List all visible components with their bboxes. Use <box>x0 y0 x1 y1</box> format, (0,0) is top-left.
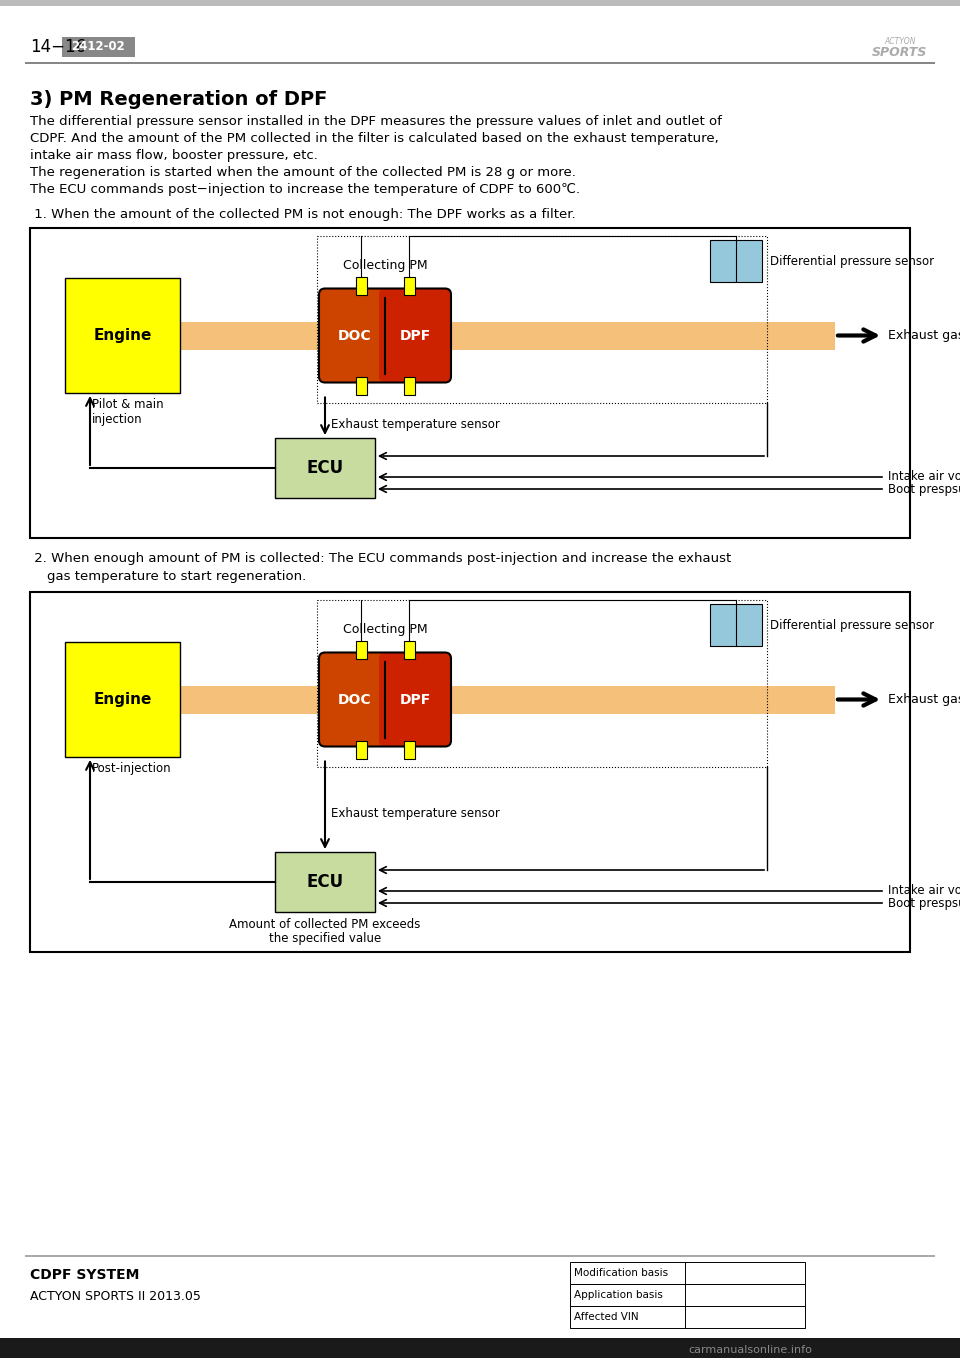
Text: 14−16: 14−16 <box>30 38 86 56</box>
Bar <box>570 1285 805 1306</box>
Text: DOC: DOC <box>338 693 372 706</box>
FancyBboxPatch shape <box>319 288 391 383</box>
Text: Collecting PM: Collecting PM <box>343 623 427 637</box>
Text: Exhaust temperature sensor: Exhaust temperature sensor <box>331 807 500 820</box>
Bar <box>25 62 935 64</box>
Bar <box>180 322 325 349</box>
Text: ECU: ECU <box>306 873 344 891</box>
FancyBboxPatch shape <box>379 652 451 747</box>
Text: DOC: DOC <box>338 329 372 342</box>
Text: Collecting PM: Collecting PM <box>343 259 427 273</box>
Text: CDPF. And the amount of the PM collected in the filter is calculated based on th: CDPF. And the amount of the PM collected… <box>30 132 719 145</box>
Text: Pilot & main
injection: Pilot & main injection <box>92 398 163 426</box>
Bar <box>710 604 762 646</box>
Bar <box>445 686 835 713</box>
Text: Intake air volume: Intake air volume <box>888 884 960 898</box>
Bar <box>570 1262 805 1285</box>
Text: carmanualsonline.info: carmanualsonline.info <box>688 1344 812 1355</box>
Text: ACTYON: ACTYON <box>884 38 916 46</box>
Text: ECU: ECU <box>306 459 344 477</box>
Text: Application basis: Application basis <box>574 1290 662 1300</box>
Text: CDPF SYSTEM: CDPF SYSTEM <box>30 1268 139 1282</box>
Text: Exhaust temperature sensor: Exhaust temperature sensor <box>331 418 500 430</box>
Text: Exhaust gas: Exhaust gas <box>888 693 960 706</box>
Bar <box>65 278 180 392</box>
Text: ACTYON SPORTS II 2013.05: ACTYON SPORTS II 2013.05 <box>30 1290 201 1302</box>
Bar <box>0 0 960 5</box>
Bar <box>355 376 367 395</box>
Text: Engine: Engine <box>93 693 152 708</box>
Bar <box>30 228 910 538</box>
Bar <box>710 240 762 282</box>
Bar <box>403 376 415 395</box>
Text: The regeneration is started when the amount of the collected PM is 28 g or more.: The regeneration is started when the amo… <box>30 166 576 179</box>
Text: DPF: DPF <box>399 693 431 706</box>
Text: SPORTS: SPORTS <box>873 46 927 58</box>
Bar <box>355 740 367 759</box>
Bar <box>0 1338 960 1358</box>
Bar <box>30 592 910 952</box>
Bar <box>403 277 415 295</box>
Text: gas temperature to start regeneration.: gas temperature to start regeneration. <box>30 570 306 583</box>
Text: Boot prespsure sensor value: Boot prespsure sensor value <box>888 482 960 496</box>
Bar <box>570 1306 805 1328</box>
Text: intake air mass flow, booster pressure, etc.: intake air mass flow, booster pressure, … <box>30 149 318 162</box>
Text: DPF: DPF <box>399 329 431 342</box>
Text: 1. When the amount of the collected PM is not enough: The DPF works as a filter.: 1. When the amount of the collected PM i… <box>30 208 576 221</box>
Text: 2412-02: 2412-02 <box>71 41 125 53</box>
Text: the specified value: the specified value <box>269 932 381 945</box>
Text: Exhaust gas: Exhaust gas <box>888 329 960 342</box>
Bar <box>25 1255 935 1256</box>
FancyBboxPatch shape <box>319 652 391 747</box>
Text: Modification basis: Modification basis <box>574 1268 668 1278</box>
Bar <box>65 642 180 756</box>
Text: Differential pressure sensor: Differential pressure sensor <box>770 254 934 268</box>
Bar <box>275 851 375 913</box>
Text: Intake air volume: Intake air volume <box>888 470 960 483</box>
Bar <box>62 37 135 57</box>
Text: 3) PM Regeneration of DPF: 3) PM Regeneration of DPF <box>30 90 327 109</box>
Bar <box>403 740 415 759</box>
Text: Differential pressure sensor: Differential pressure sensor <box>770 618 934 631</box>
Text: The ECU commands post−injection to increase the temperature of CDPF to 600℃.: The ECU commands post−injection to incre… <box>30 183 580 196</box>
Text: The differential pressure sensor installed in the DPF measures the pressure valu: The differential pressure sensor install… <box>30 115 722 128</box>
Text: Amount of collected PM exceeds: Amount of collected PM exceeds <box>229 918 420 932</box>
Bar <box>355 277 367 295</box>
Bar <box>355 641 367 659</box>
Text: 2. When enough amount of PM is collected: The ECU commands post-injection and in: 2. When enough amount of PM is collected… <box>30 551 732 565</box>
Text: Affected VIN: Affected VIN <box>574 1312 638 1321</box>
Bar <box>403 641 415 659</box>
Bar <box>445 322 835 349</box>
Text: Boot prespsure sensor value: Boot prespsure sensor value <box>888 896 960 910</box>
Text: Engine: Engine <box>93 329 152 344</box>
Text: Post-injection: Post-injection <box>92 762 172 775</box>
Bar <box>180 686 325 713</box>
FancyBboxPatch shape <box>379 288 451 383</box>
Bar <box>275 439 375 498</box>
